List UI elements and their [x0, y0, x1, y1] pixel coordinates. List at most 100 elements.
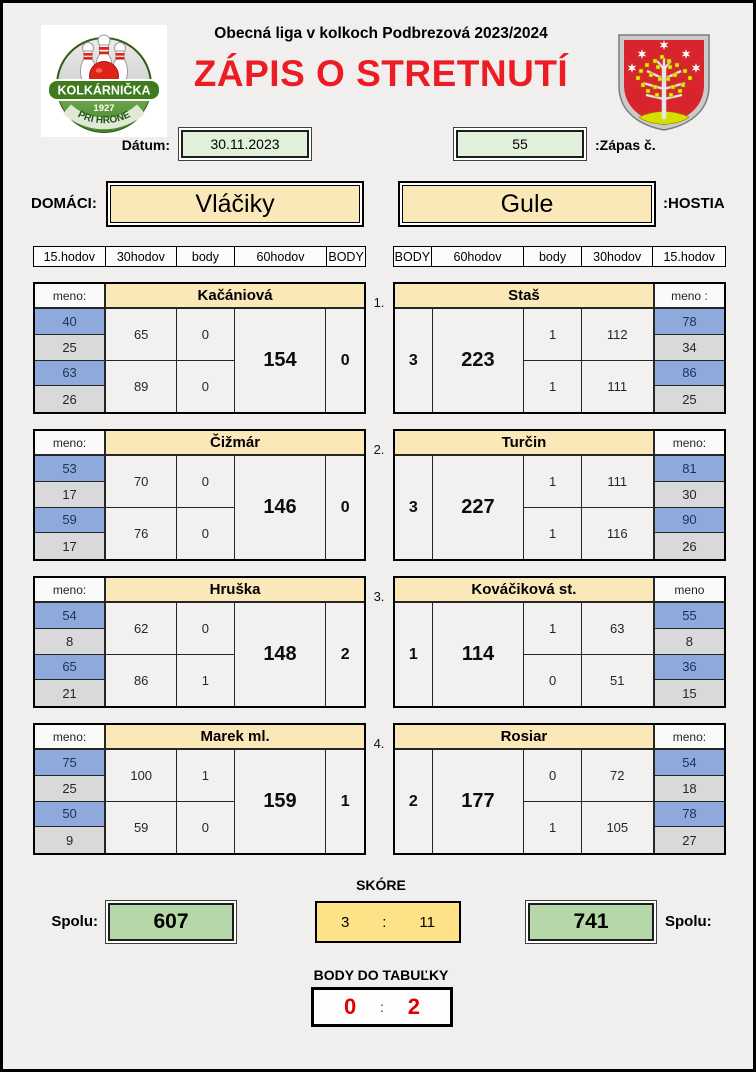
throws15-cell[interactable]: 25	[35, 334, 107, 361]
meno-label: meno:	[652, 725, 724, 750]
table-points-separator: :	[380, 999, 384, 1015]
player-name[interactable]: Kováčiková st.	[395, 578, 653, 603]
throws15-cell[interactable]: 50	[35, 801, 107, 828]
body-cell: 1	[524, 507, 582, 559]
total60-cell: 154	[234, 309, 327, 412]
throws15-cell[interactable]: 63	[35, 360, 107, 387]
col-header: 15.hodov	[663, 249, 715, 264]
throws15-cell[interactable]: 25	[35, 775, 107, 802]
home-team-box[interactable]: Vláčiky	[106, 181, 364, 227]
away-team-box[interactable]: Gule	[398, 181, 656, 227]
score-box: 3 : 11	[315, 901, 461, 943]
score-separator: :	[382, 913, 387, 931]
throws15-cell[interactable]: 25	[652, 386, 724, 412]
player-name[interactable]: Hruška	[106, 578, 364, 603]
throws15-cell[interactable]: 21	[35, 680, 107, 706]
throws15-cell[interactable]: 17	[35, 533, 107, 559]
away-team-label: :HOSTIA	[663, 195, 725, 212]
club-name-text: KOLKÁRNIČKA	[57, 83, 150, 98]
points-cell: 3	[395, 309, 433, 412]
throws15-cell[interactable]: 8	[35, 628, 107, 655]
throws15-cell[interactable]: 15	[652, 680, 724, 706]
throws15-cell[interactable]: 40	[35, 309, 107, 335]
throws15-cell[interactable]: 34	[652, 334, 724, 361]
date-value: 30.11.2023	[181, 130, 309, 158]
throws15-cell[interactable]: 30	[652, 481, 724, 508]
throws15-cell[interactable]: 53	[35, 456, 107, 482]
date-box[interactable]: 30.11.2023	[178, 127, 312, 161]
home-total-label: Spolu:	[51, 913, 98, 930]
home-player-block: meno: Marek ml. 75 25 50 9 100 59 1 0 15…	[33, 723, 366, 855]
club-logo-icon: KOLKÁRNIČKA 1927 PRI HRONE	[41, 25, 167, 137]
match-no-box[interactable]: 55	[453, 127, 587, 161]
throws15-cell[interactable]: 9	[35, 827, 107, 853]
player-name[interactable]: Kačániová	[106, 284, 364, 309]
throws30-cell: 89	[106, 360, 178, 412]
col-header: BODY	[328, 249, 364, 264]
score-home: 3	[341, 913, 350, 931]
home-team-label: DOMÁCI:	[31, 195, 97, 212]
throws15-cell[interactable]: 78	[652, 309, 724, 335]
throws30-cell: 65	[106, 309, 178, 361]
match-no-label: :Zápas č.	[595, 137, 656, 153]
home-player-block: meno: Čižmár 53 17 59 17 70 76 0 0 146 0	[33, 429, 366, 561]
throws15-cell[interactable]: 55	[652, 603, 724, 629]
throws15-cell[interactable]: 75	[35, 750, 107, 776]
away-player-block: Kováčiková st. meno 1 114 1 0 63 51 55 8…	[393, 576, 726, 708]
away-player-block: Turčin meno: 3 227 1 1 111 116 81 30 90 …	[393, 429, 726, 561]
throws15-cell[interactable]: 78	[652, 801, 724, 828]
col-header: 60hodov	[432, 247, 525, 266]
throws15-cell[interactable]: 54	[35, 603, 107, 629]
throws30-cell: 72	[581, 750, 653, 802]
throws30-cell: 111	[581, 360, 653, 412]
meno-label: meno	[652, 578, 724, 603]
player-name[interactable]: Čižmár	[106, 431, 364, 456]
throws15-cell[interactable]: 36	[652, 654, 724, 681]
round-number: 1.	[373, 295, 385, 310]
throws15-cell[interactable]: 54	[652, 750, 724, 776]
throws30-cell: 100	[106, 750, 178, 802]
body-cell: 0	[177, 801, 235, 853]
throws15-cell[interactable]: 26	[652, 533, 724, 559]
body-cell: 1	[524, 456, 582, 508]
body-cell: 1	[524, 309, 582, 361]
table-points-title: BODY DO TABUĽKY	[313, 967, 449, 983]
body-cell: 1	[524, 603, 582, 655]
body-cell: 0	[177, 507, 235, 559]
league-title: Obecná liga v kolkoch Podbrezová 2023/20…	[214, 25, 548, 42]
throws15-cell[interactable]: 8	[652, 628, 724, 655]
page-title: ZÁPIS O STRETNUTÍ	[193, 53, 569, 94]
points-cell: 2	[326, 603, 364, 706]
player-name[interactable]: Staš	[395, 284, 653, 309]
throws15-cell[interactable]: 81	[652, 456, 724, 482]
away-total-box: 741	[525, 900, 657, 944]
body-cell: 1	[177, 750, 235, 802]
body-cell: 0	[524, 654, 582, 706]
col-header: 60hodov	[235, 247, 328, 266]
throws15-cell[interactable]: 86	[652, 360, 724, 387]
home-column-headers: 15.hodov 30hodov body 60hodov BODY	[33, 246, 366, 267]
body-cell: 1	[177, 654, 235, 706]
coat-of-arms-icon	[613, 30, 715, 134]
score-away: 11	[419, 913, 435, 931]
throws15-cell[interactable]: 90	[652, 507, 724, 534]
player-name[interactable]: Marek ml.	[106, 725, 364, 750]
throws15-cell[interactable]: 17	[35, 481, 107, 508]
body-cell: 1	[524, 801, 582, 853]
player-name[interactable]: Rosiar	[395, 725, 653, 750]
round-number: 3.	[373, 589, 385, 604]
points-cell: 0	[326, 456, 364, 559]
throws15-cell[interactable]: 18	[652, 775, 724, 802]
round-number: 4.	[373, 736, 385, 751]
home-total-box: 607	[105, 900, 237, 944]
throws15-cell[interactable]: 59	[35, 507, 107, 534]
home-player-block: meno: Hruška 54 8 65 21 62 86 0 1 148 2	[33, 576, 366, 708]
col-header: 15.hodov	[34, 247, 106, 266]
player-name[interactable]: Turčin	[395, 431, 653, 456]
match-no-value: 55	[456, 130, 584, 158]
throws15-cell[interactable]: 26	[35, 386, 107, 412]
home-team-name: Vláčiky	[110, 185, 360, 223]
date-label: Dátum:	[121, 137, 170, 153]
throws15-cell[interactable]: 65	[35, 654, 107, 681]
throws15-cell[interactable]: 27	[652, 827, 724, 853]
